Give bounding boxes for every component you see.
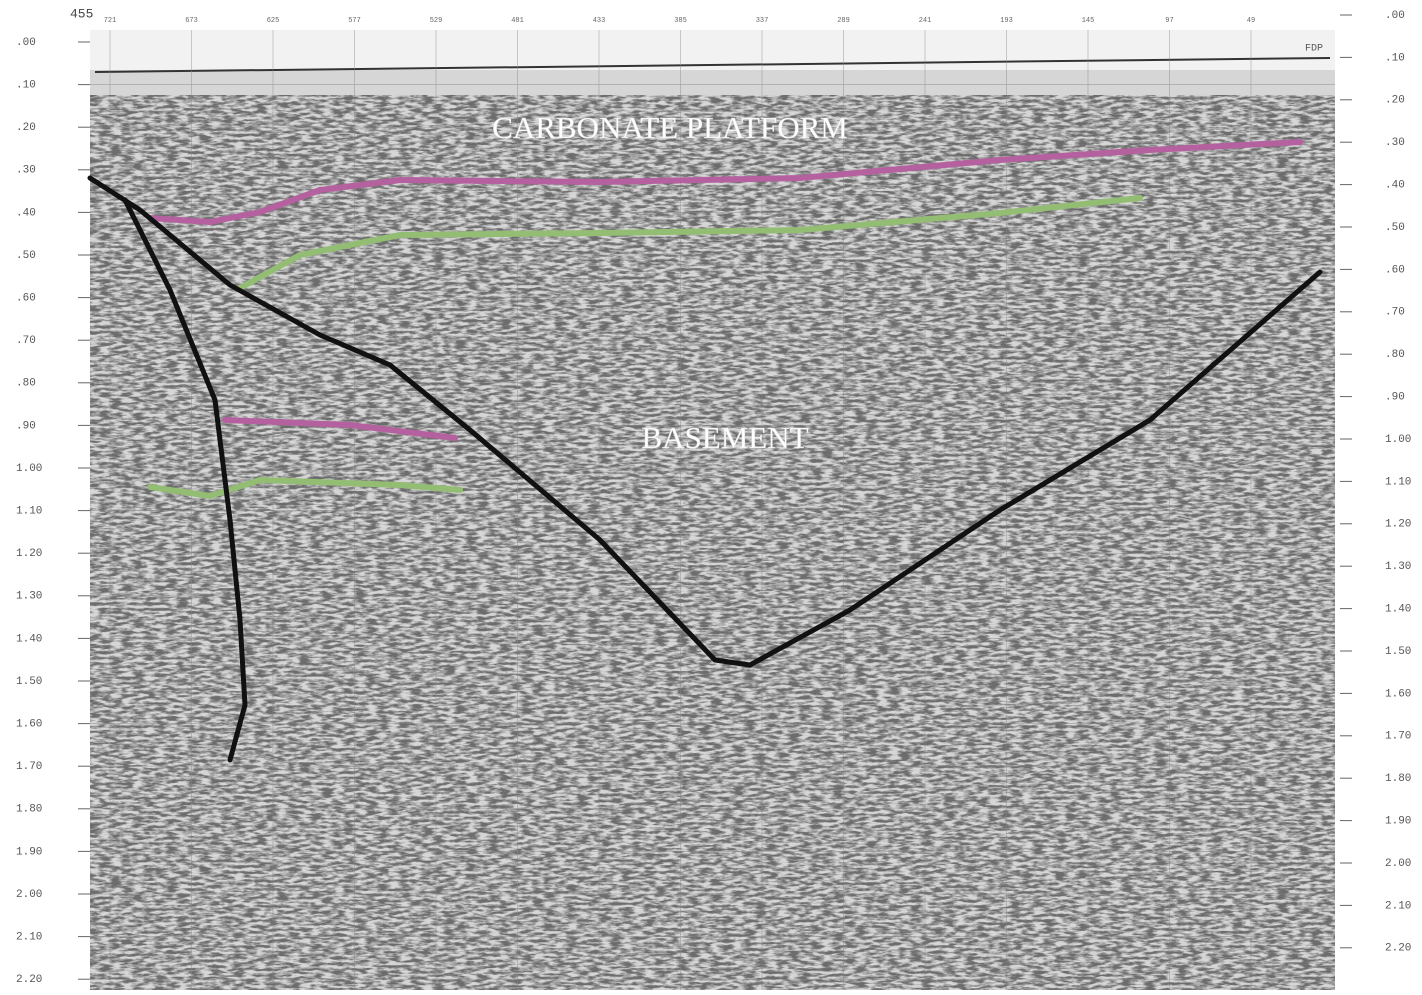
shotpoint-label: 145 (1082, 17, 1095, 25)
left-time-label: .30 (16, 165, 36, 177)
right-time-label: .80 (1385, 349, 1405, 361)
left-time-label: 1.80 (16, 804, 42, 816)
right-time-label: 1.40 (1385, 604, 1411, 616)
right-time-label: 2.10 (1385, 900, 1411, 912)
left-time-label: .10 (16, 80, 36, 92)
left-time-label: .50 (16, 250, 36, 262)
left-time-label: 2.00 (16, 889, 42, 901)
horizon-pink-lower (222, 417, 458, 441)
header-strip (90, 30, 1335, 70)
label-carbonate: CARBONATE PLATFORM (492, 110, 848, 145)
right-time-label: 1.60 (1385, 688, 1411, 700)
left-time-label: .70 (16, 335, 36, 347)
left-time-label: 1.90 (16, 846, 42, 858)
fdp-marker: FDP (1305, 44, 1323, 55)
seafloor (94, 57, 1331, 73)
left-time-label: 1.50 (16, 676, 42, 688)
left-time-label: .80 (16, 378, 36, 390)
right-time-label: .60 (1385, 264, 1405, 276)
left-time-label: .00 (16, 37, 36, 49)
shotpoint-label: 97 (1165, 17, 1173, 25)
shotpoint-label: 49 (1247, 17, 1255, 25)
line-label: 455 (70, 6, 93, 21)
shotpoint-label: 577 (348, 17, 361, 25)
label-basement: BASEMENT (641, 420, 808, 455)
left-time-label: 2.20 (16, 974, 42, 986)
shotpoint-label: 481 (511, 17, 524, 25)
right-time-label: 1.50 (1385, 646, 1411, 658)
horizon-green-lower (147, 477, 463, 499)
left-time-label: 1.70 (16, 761, 42, 773)
right-time-label: .30 (1385, 137, 1405, 149)
right-time-label: 1.10 (1385, 476, 1411, 488)
shotpoint-label: 289 (837, 17, 850, 25)
horizon-green-upper (237, 195, 1143, 291)
left-time-label: 1.30 (16, 591, 42, 603)
left-time-label: 2.10 (16, 932, 42, 944)
right-time-label: .70 (1385, 307, 1405, 319)
shotpoint-label: 193 (1000, 17, 1013, 25)
right-time-label: 2.20 (1385, 943, 1411, 955)
shotpoint-label: 721 (104, 17, 117, 25)
left-time-label: .40 (16, 207, 36, 219)
shotpoint-label: 241 (919, 17, 932, 25)
shotpoint-label: 529 (430, 17, 443, 25)
right-time-label: .20 (1385, 95, 1405, 107)
horizon-pink-upper (147, 139, 1303, 225)
grid (90, 30, 1335, 990)
interpretation (87, 139, 1323, 763)
right-time-label: .90 (1385, 392, 1405, 404)
right-time-label: .50 (1385, 222, 1405, 234)
right-time-label: 1.30 (1385, 561, 1411, 573)
right-time-label: .10 (1385, 52, 1405, 64)
shotpoint-label: 625 (267, 17, 280, 25)
left-time-label: .90 (16, 420, 36, 432)
shotpoint-label: 673 (185, 17, 198, 25)
right-time-label: 1.70 (1385, 731, 1411, 743)
left-time-label: 1.10 (16, 506, 42, 518)
right-time-label: 1.20 (1385, 519, 1411, 531)
shotpoint-label: 385 (674, 17, 687, 25)
right-time-label: .00 (1385, 10, 1405, 22)
left-time-label: .20 (16, 122, 36, 134)
left-time-label: 1.20 (16, 548, 42, 560)
fault-steep (122, 197, 248, 763)
seismic-texture (90, 95, 1335, 990)
right-time-label: 1.80 (1385, 773, 1411, 785)
fault-basement (87, 175, 1323, 668)
right-time-label: 1.00 (1385, 434, 1411, 446)
left-time-label: 1.60 (16, 719, 42, 731)
shotpoint-label: 433 (593, 17, 606, 25)
right-time-label: 1.90 (1385, 816, 1411, 828)
right-time-label: 2.00 (1385, 858, 1411, 870)
shotpoint-label: 337 (756, 17, 769, 25)
left-time-label: .60 (16, 293, 36, 305)
right-time-label: .40 (1385, 180, 1405, 192)
left-time-label: 1.40 (16, 633, 42, 645)
left-time-label: 1.00 (16, 463, 42, 475)
